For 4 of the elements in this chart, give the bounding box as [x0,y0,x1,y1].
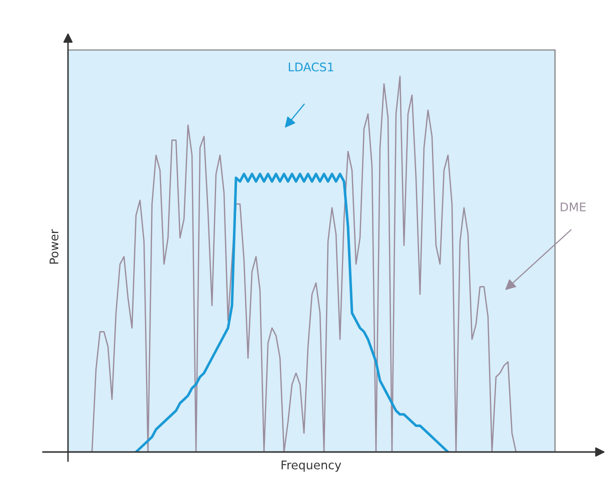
text: LDACS1 [288,62,334,72]
x-axis-title: Frequency [282,460,342,472]
y-axis-title: Power [50,229,58,264]
text: DME [560,202,586,212]
